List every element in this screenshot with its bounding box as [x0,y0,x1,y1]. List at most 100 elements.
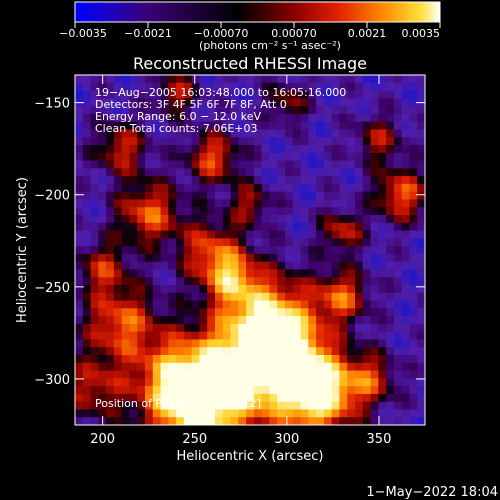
heatmap-cell [113,308,123,317]
heatmap-cell [215,75,224,84]
heatmap-cell [308,191,317,201]
heatmap-cell [323,113,333,123]
heatmap-cell [331,409,341,418]
heatmap-cell [409,168,418,177]
heatmap-cell [292,113,302,123]
heatmap-cell [90,386,99,395]
heatmap-cell [106,75,115,84]
heatmap-cell [386,230,395,239]
heatmap-cell [230,339,239,348]
heatmap-cell [347,300,356,309]
heatmap-cell [75,121,84,131]
heatmap-cell [121,121,131,131]
heatmap-cell [222,129,232,138]
heatmap-cell [238,152,247,162]
heatmap-cell [316,113,325,123]
heatmap-cell [323,121,333,131]
heatmap-cell [401,75,411,84]
heatmap-cell [362,323,372,333]
heatmap-cell [401,292,411,302]
heatmap-cell [393,331,403,341]
heatmap-cell [90,331,99,341]
heatmap-cell [75,168,84,177]
heatmap-cell [393,378,403,387]
heatmap-cell [113,362,123,372]
heatmap-cell [300,168,309,177]
heatmap-cell [113,378,123,387]
heatmap-cell [82,285,92,294]
heatmap-cell [137,176,146,185]
heatmap-cell [191,362,201,372]
heatmap-cell [355,183,364,193]
heatmap-cell [331,90,341,99]
heatmap-cell [285,285,294,294]
heatmap-cell [129,308,138,317]
heatmap-cell [121,331,131,341]
annotation-line: 19−Aug−2005 16:03:48.000 to 16:05:16.000 [95,86,346,99]
heatmap-cell [339,370,348,379]
heatmap-cell [269,417,278,425]
heatmap-cell [347,316,356,325]
heatmap-cell [168,347,177,356]
heatmap-cell [347,121,356,131]
heatmap-cell [168,207,177,216]
heatmap-cell [75,378,84,387]
heatmap-cell [113,75,123,84]
heatmap-cell [152,409,162,418]
heatmap-cell [145,417,154,425]
y-axis-label: Heliocentric Y (arcsec) [15,177,30,323]
heatmap-cell [199,316,208,325]
heatmap-cell [145,269,154,278]
heatmap-cell [323,215,333,224]
heatmap-cell [145,401,154,411]
heatmap-cell [215,207,224,216]
heatmap-cell [90,300,99,309]
heatmap-cell [331,215,341,224]
heatmap-cell [355,176,364,185]
heatmap-cell [222,347,232,356]
heatmap-cell [191,222,201,232]
heatmap-cell [121,370,131,379]
heatmap-cell [292,323,302,333]
heatmap-cell [339,222,348,232]
heatmap-cell [230,90,239,99]
heatmap-cell [378,277,387,286]
heatmap-cell [393,316,403,325]
heatmap-cell [222,308,232,317]
heatmap-cell [145,82,154,92]
heatmap-cell [129,401,138,411]
heatmap-cell [199,222,208,232]
heatmap-cell [285,183,294,193]
heatmap-cell [75,145,84,154]
heatmap-cell [393,90,403,99]
heatmap-cell [285,370,294,379]
heatmap-cell [113,176,123,185]
heatmap-cell [121,269,131,278]
heatmap-cell [160,230,169,239]
heatmap-cell [417,370,425,379]
heatmap-cell [393,145,403,154]
heatmap-cell [98,121,107,131]
heatmap-cell [261,230,271,239]
heatmap-cell [300,316,309,325]
heatmap-cell [160,308,169,317]
heatmap-cell [300,246,309,255]
heatmap-cell [355,113,364,123]
heatmap-cell [417,409,425,418]
heatmap-cell [253,347,263,356]
heatmap-cell [106,393,115,403]
heatmap-cell [246,129,255,138]
heatmap-cell [269,292,278,302]
heatmap-cell [207,168,216,177]
heatmap-cell [393,269,403,278]
heatmap-cell [106,401,115,411]
heatmap-cell [285,199,294,208]
heatmap-cell [207,98,216,107]
heatmap-cell [82,269,92,278]
heatmap-cell [160,253,169,263]
heatmap-cell [292,393,302,403]
heatmap-cell [323,253,333,263]
heatmap-cell [90,261,99,271]
heatmap-cell [285,121,294,131]
heatmap-cell [152,308,162,317]
